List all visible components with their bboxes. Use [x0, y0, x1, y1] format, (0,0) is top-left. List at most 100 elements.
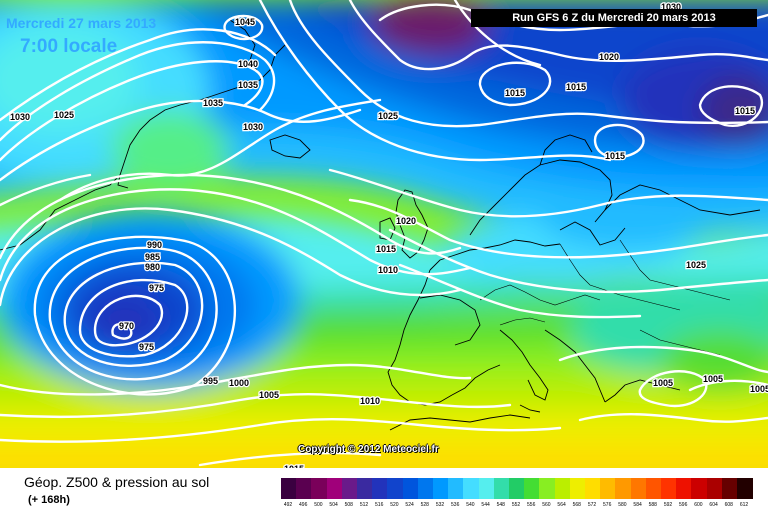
scale-label: 516 [375, 502, 384, 508]
isobar-label: 1015 [605, 151, 625, 161]
isobar-label: 975 [149, 283, 164, 293]
scale-label: 604 [709, 502, 718, 508]
scale-label: 564 [557, 502, 566, 508]
scale-label: 512 [359, 502, 369, 508]
scale-label: 588 [648, 502, 657, 508]
isobar-label: 1030 [10, 112, 30, 122]
scale-label: 608 [724, 502, 733, 508]
isobar-label: 1040 [238, 59, 258, 69]
isobar-label: 995 [203, 376, 218, 386]
scale-label: 536 [451, 502, 460, 508]
scale-label: 600 [694, 502, 703, 508]
scale-swatch [448, 478, 464, 499]
isobar-label: 970 [119, 321, 134, 331]
scale-swatch [524, 478, 540, 499]
scale-label: 576 [603, 502, 612, 508]
isobar-label: 1030 [243, 122, 263, 132]
legend-footer: Géop. Z500 & pression au sol (+ 168h) 49… [0, 468, 768, 512]
scale-label: 508 [344, 502, 353, 508]
scale-swatch [509, 478, 525, 499]
isobar-label: 1025 [686, 260, 706, 270]
scale-label: 520 [390, 502, 399, 508]
isobar-label: 1015 [376, 244, 396, 254]
scale-label: 532 [435, 502, 445, 508]
scale-swatch [661, 478, 677, 499]
scale-label: 504 [329, 502, 338, 508]
map-title: Géop. Z500 & pression au sol [24, 474, 210, 490]
isobar-label: 1015 [505, 88, 525, 98]
map-area: 1045 1040 1035 1035 1030 1030 1025 1025 … [0, 0, 768, 468]
scale-swatch [417, 478, 434, 499]
scale-swatch [387, 478, 404, 499]
isobar-label: 985 [145, 252, 160, 262]
isobar-label: 1000 [229, 378, 249, 388]
isobar-label: 1010 [360, 396, 380, 406]
scale-swatch [737, 478, 753, 499]
isobar-label: 1005 [259, 390, 279, 400]
geopotential-map: 1045 1040 1035 1035 1030 1030 1025 1025 … [0, 0, 768, 468]
isobar-labels: 1045 1040 1035 1035 1030 1030 1025 1025 … [9, 1, 768, 468]
scale-label: 572 [587, 502, 597, 508]
scale-label: 568 [572, 502, 581, 508]
scale-swatch [585, 478, 601, 499]
scale-label: 560 [542, 502, 551, 508]
isobar-label: 975 [139, 342, 154, 352]
scale-label: 592 [663, 502, 673, 508]
scale-swatch [721, 478, 738, 499]
isobar-label: 1035 [203, 98, 223, 108]
scale-swatch [281, 478, 297, 499]
isobar-label: 1010 [378, 265, 398, 275]
isobar-label: 980 [145, 262, 160, 272]
scale-swatch [433, 478, 449, 499]
scale-swatch [691, 478, 708, 499]
isobar-label: 990 [147, 240, 162, 250]
copyright-text: Copyright © 2012 Meteociel.fr [298, 444, 439, 455]
scale-label: 496 [299, 502, 308, 508]
scale-swatch [478, 478, 495, 499]
isobar-label: 1020 [396, 216, 416, 226]
isobar-label: 1015 [566, 82, 586, 92]
scale-label: 500 [314, 502, 323, 508]
forecast-range: (+ 168h) [28, 494, 70, 506]
forecast-date: Mercredi 27 mars 2013 [6, 15, 157, 31]
scale-swatch [645, 478, 662, 499]
scale-label: 540 [466, 502, 475, 508]
isobar-label: 1025 [378, 111, 398, 121]
scale-swatch [615, 478, 632, 499]
scale-swatch [493, 478, 510, 499]
isobar-label: 1005 [703, 374, 723, 384]
isobar-label: 1045 [235, 17, 255, 27]
scale-swatch [569, 478, 586, 499]
scale-label: 584 [633, 502, 642, 508]
isobar-label: 1020 [599, 52, 619, 62]
scale-swatch [341, 478, 358, 499]
scale-swatch [326, 478, 343, 499]
scale-label: 552 [511, 502, 521, 508]
isobar-label: 1025 [54, 110, 74, 120]
forecast-time: 7:00 locale [20, 36, 118, 57]
scale-swatch [296, 478, 312, 499]
scale-swatch [463, 478, 480, 499]
scale-swatch [706, 478, 723, 499]
color-scale: 492 496 500 504 508 512 516 520 524 528 532 536 540 5… [281, 478, 753, 510]
scale-label: 612 [739, 502, 749, 508]
scale-swatch [539, 478, 556, 499]
scale-label: 492 [283, 502, 293, 508]
isobar-label: 1015 [284, 464, 304, 468]
scale-swatch [311, 478, 328, 499]
scale-swatch [600, 478, 616, 499]
isobar-label: 1015 [735, 106, 755, 116]
scale-label: 596 [679, 502, 688, 508]
isobar-lines [0, 0, 768, 467]
scale-swatch [402, 478, 419, 499]
scale-label: 580 [618, 502, 627, 508]
scale-label: 548 [496, 502, 505, 508]
isobar-label: 1005 [653, 378, 673, 388]
scale-label: 556 [527, 502, 536, 508]
isobar-label: 1005 [750, 384, 768, 394]
scale-label: 544 [481, 502, 490, 508]
scale-label: 528 [420, 502, 429, 508]
scale-swatch [676, 478, 692, 499]
scale-swatch [357, 478, 373, 499]
scale-swatch [630, 478, 647, 499]
